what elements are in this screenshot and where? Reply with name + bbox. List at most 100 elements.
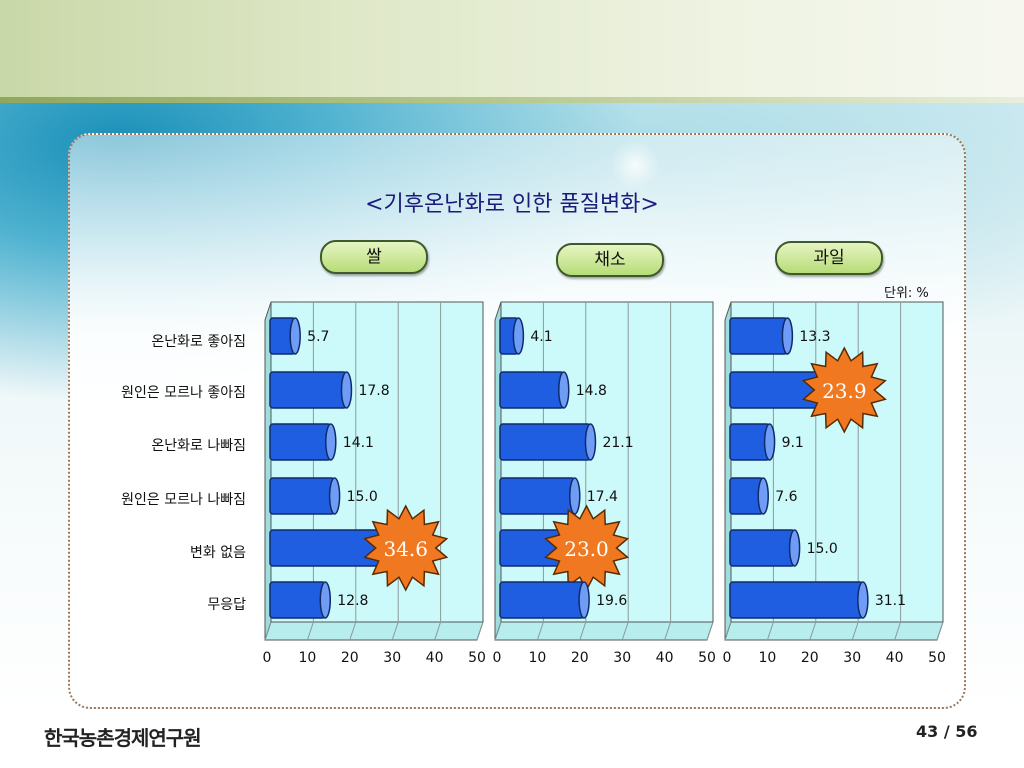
bar-value-label: 31.1 (875, 593, 906, 609)
tick-label: 50 (698, 650, 716, 666)
tick-label: 30 (613, 650, 631, 666)
floor-gridline (536, 621, 544, 641)
panel-title-fruit: 과일 (775, 241, 883, 275)
floor-gridline (621, 621, 629, 641)
bar-value-label: 12.8 (337, 593, 368, 609)
bar-body (499, 371, 565, 409)
tick-label: 30 (383, 650, 401, 666)
bar (269, 317, 301, 355)
category-label-1: 원인은 모르나 좋아짐 (121, 385, 246, 401)
bar-value-label: 17.4 (587, 489, 618, 505)
floor-gridline (349, 621, 357, 641)
floor-gridline (306, 621, 314, 641)
floor-gridline (391, 621, 399, 641)
category-label-3: 원인은 모르나 나빠짐 (121, 492, 246, 508)
bar-value-label: 7.6 (775, 489, 797, 505)
bar-end-cap (757, 477, 769, 515)
bar-value-label: 21.1 (602, 435, 633, 451)
floor-gridline (664, 621, 672, 641)
tick-label: 40 (886, 650, 904, 666)
floor-gridline (264, 621, 272, 641)
bar (499, 423, 597, 461)
highlight-burst (801, 346, 887, 434)
floor-gridline (809, 621, 817, 641)
tick-label: 10 (758, 650, 776, 666)
tick-label: 10 (298, 650, 316, 666)
bar (269, 581, 332, 619)
bar-value-label: 14.1 (343, 435, 374, 451)
floor-gridline (579, 621, 587, 641)
bar-value-label: 17.8 (358, 383, 389, 399)
floor-gridline (706, 621, 714, 641)
floor-gridline (494, 621, 502, 641)
tick-label: 40 (656, 650, 674, 666)
bar-body (269, 423, 332, 461)
bar (499, 371, 570, 409)
bar-value-label: 23.9 (822, 379, 867, 403)
bar (729, 477, 769, 515)
tick-label: 0 (723, 650, 732, 666)
tick-label: 50 (928, 650, 946, 666)
bar (269, 371, 353, 409)
bar-body (499, 581, 585, 619)
bar-end-cap (558, 371, 570, 409)
unit-label: 단위: % (884, 286, 929, 301)
bar-end-cap (319, 581, 332, 619)
bar-end-cap (328, 477, 341, 515)
bar-end-cap (763, 423, 776, 461)
bar-body (269, 477, 336, 515)
panel-title-rice: 쌀 (320, 240, 428, 274)
floor-gridline (724, 621, 732, 641)
page-number: 43 / 56 (916, 722, 978, 741)
bar (729, 317, 794, 355)
bar-value-label: 23.0 (564, 537, 609, 561)
tick-label: 30 (843, 650, 861, 666)
bar-end-cap (512, 317, 525, 355)
category-label-4: 변화 없음 (190, 545, 246, 561)
bar-body (499, 477, 576, 515)
panel-title-vegetables: 채소 (556, 243, 664, 277)
tick-label: 50 (468, 650, 486, 666)
plot-area (730, 301, 944, 623)
floor-gridline (434, 621, 442, 641)
bar-end-cap (340, 371, 353, 409)
header-band (0, 0, 1024, 100)
category-label-2: 온난화로 나빠짐 (151, 438, 246, 454)
floor-gridline (766, 621, 774, 641)
bar (499, 477, 581, 515)
bar-value-label: 14.8 (576, 383, 607, 399)
bar (729, 581, 869, 619)
bar-value-label: 19.6 (596, 593, 627, 609)
plot-floor (264, 621, 484, 641)
chart-panel-1: 0 10 20 30 40 50 4.1 14.8 21.1 17.4 23.0 19.6 (493, 301, 716, 666)
bar-body (729, 529, 796, 567)
bar-value-label: 15.0 (807, 541, 838, 557)
floor-gridline (476, 621, 484, 641)
org-logo-text: 한국농촌경제연구원 (44, 726, 202, 750)
highlight-burst (363, 504, 449, 592)
tick-label: 20 (571, 650, 589, 666)
tick-label: 20 (341, 650, 359, 666)
bar (729, 423, 776, 461)
bar-body (729, 423, 771, 461)
bar-value-label: 13.3 (799, 329, 830, 345)
chart-panel-2: 0 10 20 30 40 50 13.3 23.9 9.1 7.6 15.0 31.1 (723, 301, 946, 666)
bar-end-cap (569, 477, 581, 515)
bar-end-cap (289, 317, 301, 355)
chart-panel-0: 0 10 20 30 40 50 5.7 17.8 14.1 15.0 34.6 12.8 (263, 301, 486, 666)
bar-body (729, 581, 864, 619)
bar (729, 529, 801, 567)
tick-label: 10 (528, 650, 546, 666)
bar (269, 477, 341, 515)
bar-body (499, 423, 592, 461)
bar-end-cap (788, 529, 801, 567)
bar-value-label: 34.6 (383, 537, 428, 561)
bar-end-cap (857, 581, 869, 619)
bar-body (269, 581, 327, 619)
bar-value-label: 4.1 (530, 329, 552, 345)
header-divider (0, 97, 1024, 103)
bar-end-cap (325, 423, 337, 461)
bar (499, 317, 525, 355)
plot-area (500, 301, 714, 623)
